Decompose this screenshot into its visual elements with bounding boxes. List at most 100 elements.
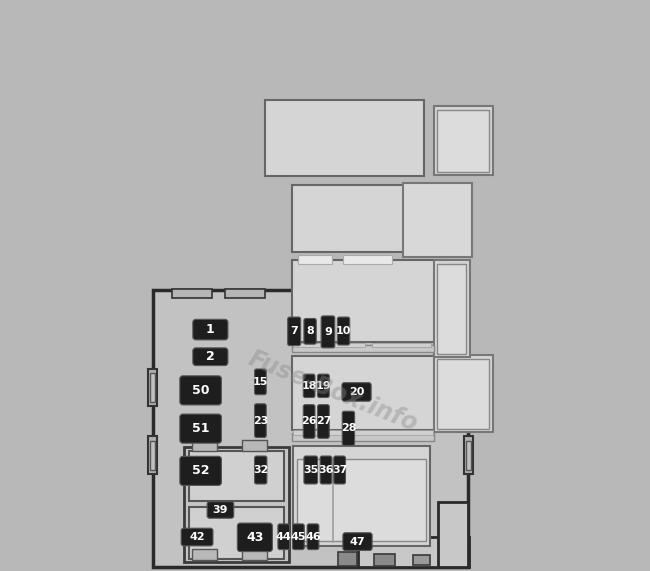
- Text: 19: 19: [316, 381, 332, 391]
- Text: 32: 32: [253, 465, 268, 475]
- FancyBboxPatch shape: [307, 524, 319, 550]
- Text: 7: 7: [291, 326, 298, 336]
- FancyBboxPatch shape: [193, 319, 228, 340]
- Text: 37: 37: [332, 465, 347, 475]
- Text: 26: 26: [302, 416, 317, 427]
- Text: 50: 50: [192, 384, 209, 397]
- Text: 43: 43: [246, 531, 263, 544]
- Bar: [189, 506, 284, 559]
- Bar: [358, 537, 469, 567]
- FancyBboxPatch shape: [193, 348, 228, 365]
- Bar: [466, 373, 471, 402]
- Bar: [150, 373, 155, 402]
- FancyBboxPatch shape: [304, 456, 318, 484]
- FancyBboxPatch shape: [318, 405, 330, 439]
- Bar: [434, 355, 493, 432]
- Bar: [434, 260, 470, 357]
- Bar: [292, 356, 447, 430]
- Text: 23: 23: [253, 416, 268, 425]
- Bar: [189, 451, 284, 501]
- Text: 36: 36: [318, 465, 333, 475]
- Text: 44: 44: [276, 532, 292, 542]
- Text: 18: 18: [302, 381, 317, 391]
- FancyBboxPatch shape: [343, 533, 372, 550]
- FancyBboxPatch shape: [343, 411, 355, 445]
- Bar: [413, 555, 430, 565]
- Text: 42: 42: [189, 532, 205, 542]
- FancyBboxPatch shape: [334, 456, 346, 484]
- Bar: [265, 100, 424, 176]
- Text: Fuse-Box.info: Fuse-Box.info: [244, 346, 421, 436]
- FancyBboxPatch shape: [207, 502, 234, 518]
- Bar: [338, 552, 357, 566]
- Bar: [466, 441, 471, 469]
- FancyBboxPatch shape: [180, 414, 222, 443]
- Bar: [292, 345, 434, 352]
- Text: 51: 51: [192, 422, 209, 435]
- FancyBboxPatch shape: [342, 383, 371, 401]
- FancyBboxPatch shape: [288, 317, 301, 345]
- FancyBboxPatch shape: [180, 376, 222, 405]
- Bar: [172, 289, 212, 298]
- Text: 47: 47: [350, 537, 365, 546]
- Text: 8: 8: [306, 326, 314, 336]
- Bar: [438, 502, 468, 567]
- Bar: [403, 183, 472, 257]
- Bar: [292, 433, 434, 441]
- Text: 2: 2: [206, 350, 215, 363]
- Text: 28: 28: [341, 423, 356, 433]
- FancyBboxPatch shape: [237, 523, 272, 552]
- FancyBboxPatch shape: [292, 524, 304, 550]
- Bar: [192, 440, 217, 451]
- Text: 15: 15: [253, 377, 268, 387]
- Text: 20: 20: [349, 387, 364, 397]
- Bar: [292, 185, 447, 252]
- FancyBboxPatch shape: [304, 374, 315, 397]
- Text: 39: 39: [213, 505, 228, 515]
- Bar: [148, 436, 157, 473]
- Bar: [192, 549, 217, 560]
- Bar: [434, 106, 493, 175]
- Text: 1: 1: [206, 323, 215, 336]
- FancyBboxPatch shape: [321, 316, 335, 348]
- FancyBboxPatch shape: [255, 404, 266, 437]
- Bar: [464, 369, 473, 406]
- Bar: [242, 549, 267, 560]
- FancyBboxPatch shape: [278, 524, 290, 550]
- Bar: [150, 441, 155, 469]
- Bar: [464, 436, 473, 473]
- Bar: [148, 369, 157, 406]
- Bar: [293, 430, 433, 435]
- FancyBboxPatch shape: [181, 528, 213, 546]
- Bar: [184, 447, 289, 562]
- FancyBboxPatch shape: [304, 319, 317, 344]
- FancyBboxPatch shape: [255, 456, 267, 484]
- Text: 10: 10: [336, 326, 351, 336]
- FancyBboxPatch shape: [320, 456, 332, 484]
- FancyBboxPatch shape: [180, 456, 222, 485]
- Text: 27: 27: [316, 416, 331, 427]
- Bar: [332, 458, 333, 542]
- Bar: [437, 264, 466, 353]
- Bar: [372, 343, 431, 347]
- Text: 35: 35: [303, 465, 318, 475]
- Bar: [292, 260, 447, 342]
- Text: 52: 52: [192, 464, 209, 477]
- Text: 45: 45: [291, 532, 306, 542]
- FancyBboxPatch shape: [255, 369, 266, 395]
- Bar: [293, 446, 430, 546]
- Bar: [226, 289, 265, 298]
- Bar: [374, 554, 395, 566]
- Bar: [297, 459, 426, 541]
- FancyBboxPatch shape: [337, 317, 350, 345]
- Bar: [437, 110, 489, 172]
- Bar: [343, 255, 392, 264]
- Bar: [293, 343, 365, 347]
- Bar: [437, 359, 489, 429]
- Bar: [242, 440, 267, 451]
- FancyBboxPatch shape: [318, 374, 330, 397]
- Text: 46: 46: [305, 532, 321, 542]
- Bar: [298, 255, 332, 264]
- Circle shape: [278, 254, 287, 263]
- Text: 9: 9: [324, 327, 332, 337]
